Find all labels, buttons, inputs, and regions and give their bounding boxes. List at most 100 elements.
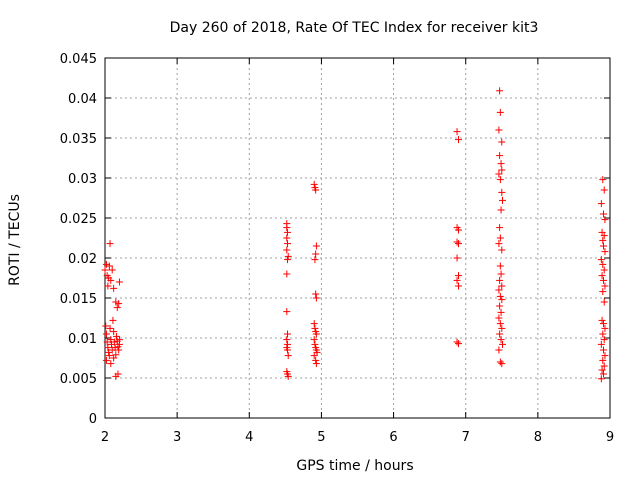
data-point xyxy=(600,242,608,250)
data-point xyxy=(310,320,318,328)
x-tick-label: 6 xyxy=(389,430,397,445)
x-axis-label: GPS time / hours xyxy=(296,458,413,474)
data-point xyxy=(453,128,461,136)
data-point xyxy=(597,340,605,348)
data-point xyxy=(113,304,121,312)
data-point xyxy=(495,126,503,134)
data-point xyxy=(498,324,506,332)
data-point xyxy=(104,282,112,290)
data-point xyxy=(284,240,292,248)
data-point xyxy=(310,180,318,188)
data-point xyxy=(312,250,320,258)
data-points xyxy=(101,87,609,383)
data-point xyxy=(599,236,607,244)
data-point xyxy=(601,282,609,290)
data-point xyxy=(498,166,506,174)
data-point xyxy=(284,346,292,354)
data-point xyxy=(599,288,607,296)
data-point xyxy=(496,330,504,338)
x-tick-label: 2 xyxy=(101,430,109,445)
data-point xyxy=(311,340,319,348)
data-point xyxy=(283,246,291,254)
data-point xyxy=(312,186,320,194)
data-point xyxy=(284,352,292,360)
axis-ticks: 2 3 4 5 6 7 8 9 0 0.005 0.01 0.015 0.02 0.025 0.03 0.03… xyxy=(60,52,614,445)
data-point xyxy=(600,186,608,194)
data-point xyxy=(453,254,461,262)
y-tick-label: 0.03 xyxy=(68,172,97,187)
data-point xyxy=(600,346,608,354)
data-point xyxy=(600,210,608,218)
data-point xyxy=(496,320,504,328)
data-point xyxy=(109,316,117,324)
data-point xyxy=(601,248,609,256)
data-point xyxy=(115,346,123,354)
data-point xyxy=(495,286,503,294)
x-tick-label: 7 xyxy=(462,430,470,445)
data-point xyxy=(284,330,292,338)
y-tick-label: 0.04 xyxy=(68,92,97,107)
data-point xyxy=(496,276,504,284)
data-point xyxy=(496,152,504,160)
data-point xyxy=(601,352,609,360)
y-tick-label: 0.015 xyxy=(60,292,97,307)
data-point xyxy=(599,356,607,364)
data-point xyxy=(496,302,504,310)
data-point xyxy=(499,196,507,204)
data-point xyxy=(455,226,462,234)
y-tick-label: 0.005 xyxy=(60,372,97,387)
data-point xyxy=(312,242,320,250)
data-point xyxy=(115,278,123,286)
data-point xyxy=(310,336,318,344)
data-point xyxy=(495,346,503,354)
data-point xyxy=(495,240,503,248)
data-point xyxy=(453,238,461,246)
data-point xyxy=(284,228,292,236)
data-point xyxy=(498,188,506,196)
data-point xyxy=(496,292,504,300)
data-point xyxy=(600,370,608,378)
y-tick-label: 0.035 xyxy=(60,132,97,147)
y-tick-label: 0 xyxy=(89,412,97,427)
data-point xyxy=(599,260,607,268)
data-point xyxy=(283,224,291,232)
data-point xyxy=(498,282,506,290)
data-point xyxy=(283,234,291,242)
data-point xyxy=(497,270,505,278)
data-point xyxy=(107,276,115,284)
data-point xyxy=(601,216,609,224)
data-point xyxy=(496,262,504,270)
data-point xyxy=(110,354,118,362)
data-point xyxy=(598,316,606,324)
data-point xyxy=(453,338,461,346)
data-point xyxy=(284,372,292,380)
data-point xyxy=(115,300,123,308)
data-point xyxy=(283,270,291,278)
data-point xyxy=(105,352,113,360)
data-point xyxy=(104,344,112,352)
data-point xyxy=(598,272,606,280)
data-point xyxy=(600,232,608,240)
data-point xyxy=(455,282,462,290)
data-point xyxy=(498,246,506,254)
data-point xyxy=(108,266,116,274)
data-point xyxy=(455,340,462,348)
data-point xyxy=(599,330,607,338)
data-point xyxy=(313,348,321,356)
data-point xyxy=(102,260,110,268)
data-point xyxy=(312,360,320,368)
data-point xyxy=(597,375,605,383)
data-point xyxy=(105,348,113,356)
data-point xyxy=(601,324,609,332)
data-point xyxy=(597,200,605,208)
data-point xyxy=(600,320,608,328)
data-point xyxy=(498,360,506,368)
data-point xyxy=(599,176,607,184)
data-point xyxy=(111,344,119,352)
y-tick-label: 0.025 xyxy=(60,212,97,227)
data-point xyxy=(498,138,506,146)
data-point xyxy=(283,308,291,316)
data-point xyxy=(107,360,115,368)
data-point xyxy=(311,256,319,264)
